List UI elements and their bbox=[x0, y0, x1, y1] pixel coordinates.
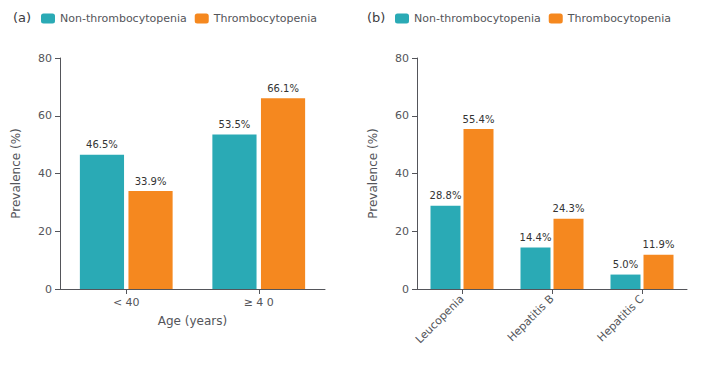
svg-text:Hepatitis C: Hepatitis C bbox=[595, 292, 647, 344]
svg-text:46.5%: 46.5% bbox=[86, 139, 118, 150]
svg-text:11.9%: 11.9% bbox=[643, 239, 675, 250]
svg-text:0: 0 bbox=[45, 283, 52, 296]
svg-text:(a): (a) bbox=[13, 10, 31, 25]
svg-text:24.3%: 24.3% bbox=[553, 203, 585, 214]
svg-text:Age (years): Age (years) bbox=[158, 314, 227, 328]
svg-text:20: 20 bbox=[38, 225, 52, 238]
svg-text:≥ 4 0: ≥ 4 0 bbox=[244, 296, 274, 309]
svg-text:28.8%: 28.8% bbox=[430, 190, 462, 201]
svg-text:0: 0 bbox=[402, 283, 409, 296]
svg-text:14.4%: 14.4% bbox=[520, 232, 552, 243]
svg-text:66.1%: 66.1% bbox=[267, 83, 299, 94]
svg-text:55.4%: 55.4% bbox=[463, 114, 495, 125]
svg-text:80: 80 bbox=[38, 52, 52, 65]
svg-text:40: 40 bbox=[395, 167, 409, 180]
svg-text:Prevalence (%): Prevalence (%) bbox=[9, 128, 23, 218]
svg-text:(b): (b) bbox=[367, 10, 385, 25]
svg-text:Non-thrombocytopenia: Non-thrombocytopenia bbox=[414, 12, 541, 25]
svg-text:80: 80 bbox=[395, 52, 409, 65]
svg-text:< 40: < 40 bbox=[113, 296, 140, 309]
svg-text:33.9%: 33.9% bbox=[135, 176, 167, 187]
svg-text:40: 40 bbox=[38, 167, 52, 180]
svg-text:Leucopenia: Leucopenia bbox=[413, 292, 467, 346]
svg-text:Non-thrombocytopenia: Non-thrombocytopenia bbox=[60, 12, 187, 25]
svg-text:Hepatitis B: Hepatitis B bbox=[505, 292, 557, 344]
svg-text:5.0%: 5.0% bbox=[613, 259, 638, 270]
svg-text:20: 20 bbox=[395, 225, 409, 238]
svg-text:Prevalence (%): Prevalence (%) bbox=[366, 128, 380, 218]
svg-text:60: 60 bbox=[395, 109, 409, 122]
svg-text:Thrombocytopenia: Thrombocytopenia bbox=[567, 12, 671, 25]
svg-text:53.5%: 53.5% bbox=[219, 119, 251, 130]
svg-text:Thrombocytopenia: Thrombocytopenia bbox=[213, 12, 317, 25]
svg-text:60: 60 bbox=[38, 109, 52, 122]
